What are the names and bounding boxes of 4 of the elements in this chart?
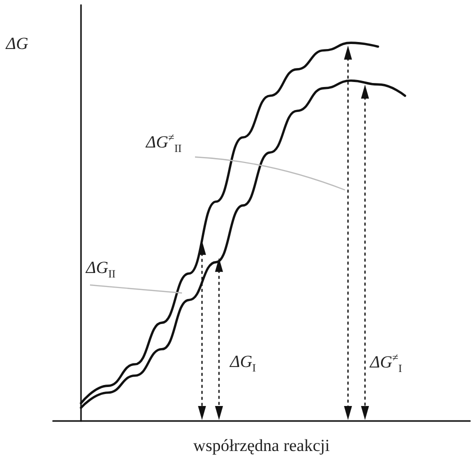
annotation: ΔG$_{II}$ bbox=[86, 258, 116, 280]
annotation: ΔG$_{I}$ bbox=[230, 352, 256, 374]
y-axis-title: ΔG bbox=[6, 34, 28, 54]
x-axis-title: współrzędna reakcji bbox=[193, 436, 330, 455]
